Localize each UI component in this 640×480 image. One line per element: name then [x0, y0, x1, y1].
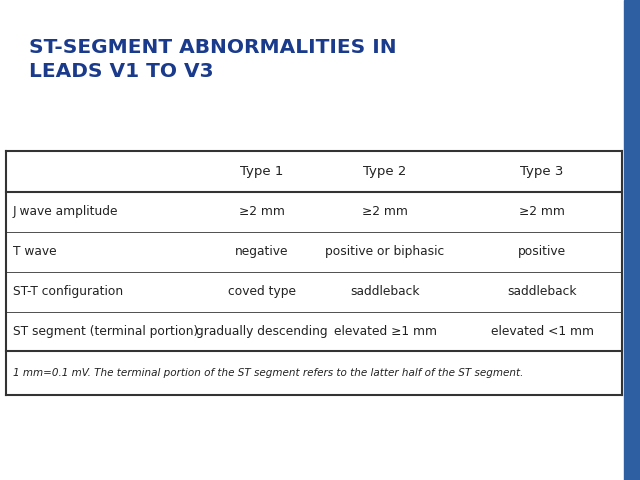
Text: Type 2: Type 2 [364, 165, 407, 178]
Text: negative: negative [235, 245, 289, 258]
Text: saddleback: saddleback [508, 285, 577, 298]
Text: ST-T configuration: ST-T configuration [13, 285, 123, 298]
Text: 1 mm=0.1 mV. The terminal portion of the ST segment refers to the latter half of: 1 mm=0.1 mV. The terminal portion of the… [13, 368, 523, 378]
Text: ≥2 mm: ≥2 mm [519, 205, 565, 218]
Text: T wave: T wave [13, 245, 56, 258]
Text: ST segment (terminal portion): ST segment (terminal portion) [13, 325, 198, 338]
Text: Type 1: Type 1 [240, 165, 284, 178]
Text: Type 3: Type 3 [520, 165, 564, 178]
Text: positive or biphasic: positive or biphasic [325, 245, 445, 258]
Text: elevated <1 mm: elevated <1 mm [490, 325, 593, 338]
Text: ≥2 mm: ≥2 mm [362, 205, 408, 218]
Text: J wave amplitude: J wave amplitude [13, 205, 118, 218]
Text: coved type: coved type [228, 285, 296, 298]
Text: positive: positive [518, 245, 566, 258]
Text: elevated ≥1 mm: elevated ≥1 mm [333, 325, 436, 338]
Text: ≥2 mm: ≥2 mm [239, 205, 285, 218]
Text: ST-SEGMENT ABNORMALITIES IN
LEADS V1 TO V3: ST-SEGMENT ABNORMALITIES IN LEADS V1 TO … [29, 38, 396, 81]
Text: saddleback: saddleback [350, 285, 420, 298]
Text: gradually descending: gradually descending [196, 325, 328, 338]
